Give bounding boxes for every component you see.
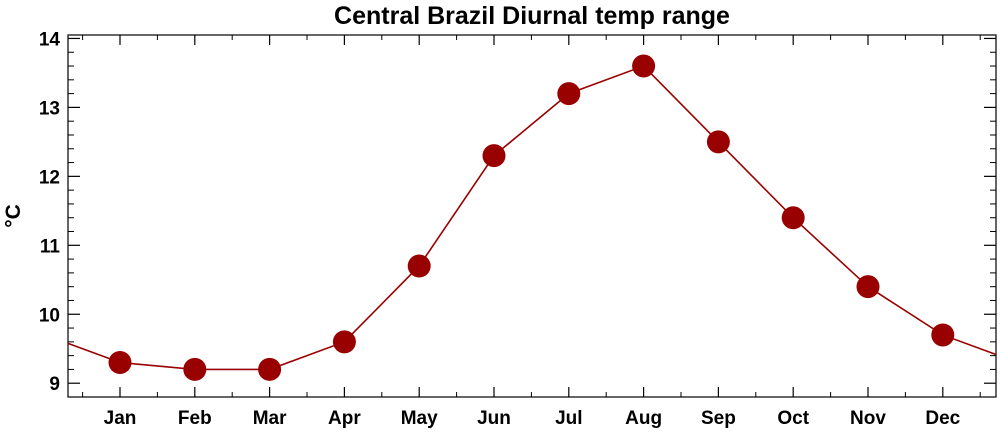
data-point-sep [706, 130, 730, 154]
y-tick-label: 9 [49, 374, 60, 395]
x-tick-labels: Jan Feb Mar Apr May Jun Jul Aug Sep Oct Nov Dec [104, 408, 961, 429]
y-tick-label: 12 [39, 167, 60, 188]
data-point-aug [632, 54, 656, 78]
series-line-group [67, 65, 997, 371]
y-axis-label: °C [2, 204, 25, 228]
x-tick-label: Nov [850, 408, 886, 429]
data-point-jun [482, 144, 506, 168]
data-point-dec [931, 323, 955, 347]
y-tick-label: 14 [39, 29, 61, 50]
data-point-oct [781, 206, 805, 230]
x-tick-label: Jun [477, 408, 511, 429]
chart-title: Central Brazil Diurnal temp range [334, 2, 730, 30]
data-point-jan [108, 351, 132, 375]
data-point-may [407, 254, 431, 278]
data-point-apr [332, 330, 356, 354]
x-tick-label: Mar [253, 408, 287, 429]
x-tick-label: May [401, 408, 438, 429]
data-point-mar [258, 357, 282, 381]
x-tick-label: Aug [625, 408, 662, 429]
data-point-jul [557, 82, 581, 106]
y-tick-labels: 9 10 11 12 13 14 [39, 29, 61, 395]
x-tick-label: Dec [925, 408, 960, 429]
x-tick-label: Sep [701, 408, 736, 429]
series-line [67, 65, 997, 371]
x-tick-label: Apr [328, 408, 361, 429]
y-tick-label: 11 [40, 236, 61, 257]
x-tick-label: Jul [555, 408, 582, 429]
x-tick-label: Feb [178, 408, 212, 429]
x-tick-label: Oct [777, 408, 809, 429]
x-tick-label: Jan [104, 408, 137, 429]
axis-ticks [68, 35, 996, 398]
data-point-feb [183, 357, 207, 381]
data-point-nov [856, 275, 880, 299]
y-tick-label: 10 [39, 305, 60, 326]
plot-frame [67, 34, 997, 398]
data-markers [108, 54, 955, 381]
y-tick-label: 13 [39, 98, 60, 119]
